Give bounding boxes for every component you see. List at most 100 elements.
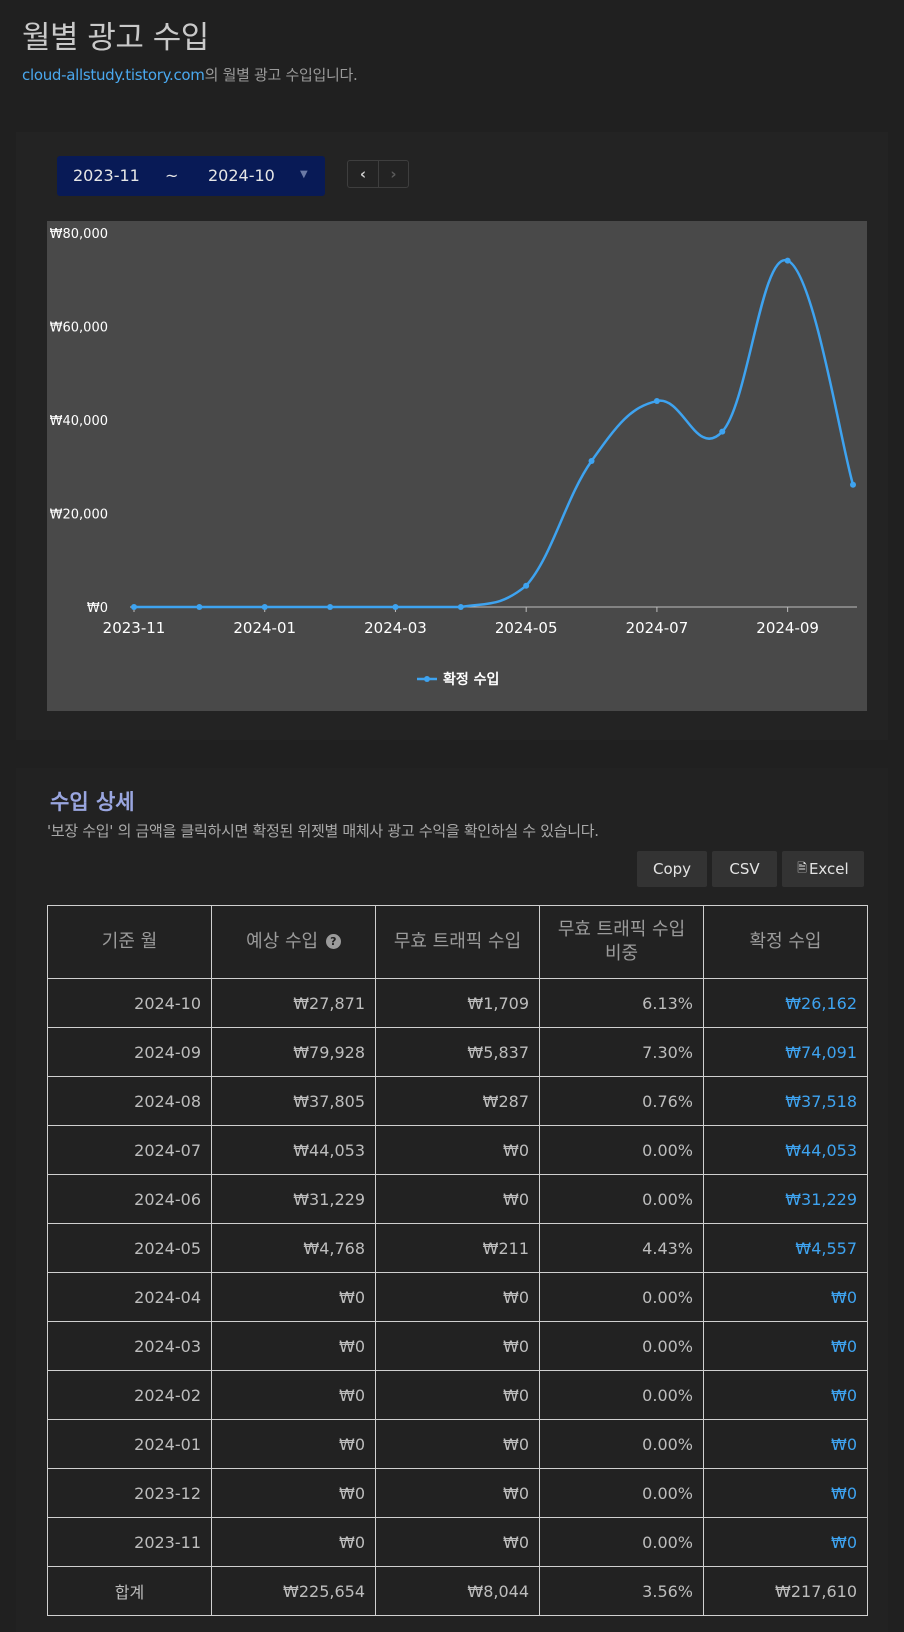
- cell-confirmed[interactable]: ₩4,557: [703, 1223, 868, 1273]
- x-tick-label: 2024-03: [364, 619, 427, 637]
- income-table: 기준 월 예상 수입 ? 무효 트래픽 수입 무효 트래픽 수입 비중 확정 수…: [47, 905, 868, 1616]
- data-point: [392, 604, 399, 610]
- cell-confirmed[interactable]: ₩31,229: [703, 1174, 868, 1224]
- cell-confirmed: ₩217,610: [703, 1566, 868, 1616]
- cell-month: 2024-07: [47, 1125, 212, 1175]
- series-line: [134, 259, 855, 609]
- cell-invalid-ratio: 0.00%: [539, 1174, 704, 1224]
- x-tick-label: 2024-07: [626, 619, 689, 637]
- x-tick-label: 2024-05: [495, 619, 558, 637]
- cell-confirmed[interactable]: ₩0: [703, 1321, 868, 1371]
- data-point: [850, 481, 856, 488]
- cell-confirmed[interactable]: ₩0: [703, 1370, 868, 1420]
- line-chart: ₩0 ₩20,000 ₩40,000 ₩60,000 ₩80,000 2023-11 202…: [50, 227, 857, 688]
- cell-invalid: ₩5,837: [375, 1027, 540, 1077]
- cell-expected: ₩0: [211, 1517, 376, 1567]
- excel-button-label: Excel: [808, 860, 849, 878]
- table-header-row: 기준 월 예상 수입 ? 무효 트래픽 수입 무효 트래픽 수입 비중 확정 수…: [47, 905, 868, 979]
- cell-confirmed[interactable]: ₩0: [703, 1517, 868, 1567]
- legend-label: 확정 수입: [443, 671, 499, 688]
- cell-confirmed[interactable]: ₩0: [703, 1272, 868, 1322]
- cell-expected: ₩79,928: [211, 1027, 376, 1077]
- cell-expected: ₩44,053: [211, 1125, 376, 1175]
- cell-month: 2023-11: [47, 1517, 212, 1567]
- cell-invalid: ₩0: [375, 1174, 540, 1224]
- cell-expected: ₩37,805: [211, 1076, 376, 1126]
- excel-file-icon: 🗎: [797, 860, 807, 875]
- question-icon[interactable]: ?: [325, 934, 341, 949]
- table-row: 2024-04 ₩0 ₩0 0.00% ₩0: [47, 1272, 868, 1322]
- cell-invalid: ₩0: [375, 1419, 540, 1469]
- data-point: [784, 257, 791, 264]
- data-point: [327, 604, 334, 610]
- col-confirmed: 확정 수입: [703, 905, 868, 979]
- detail-title: 수입 상세: [50, 790, 135, 814]
- cell-confirmed[interactable]: ₩74,091: [703, 1027, 868, 1077]
- cell-invalid-ratio: 0.00%: [539, 1517, 704, 1567]
- cell-confirmed[interactable]: ₩37,518: [703, 1076, 868, 1126]
- chevron-left-icon[interactable]: ‹: [359, 165, 367, 183]
- cell-invalid: ₩0: [375, 1272, 540, 1322]
- cell-invalid: ₩0: [375, 1125, 540, 1175]
- data-point: [457, 604, 464, 610]
- y-tick-label: ₩20,000: [50, 508, 108, 523]
- cell-confirmed[interactable]: ₩0: [703, 1468, 868, 1518]
- table-row: 2024-07 ₩44,053 ₩0 0.00% ₩44,053: [47, 1125, 868, 1175]
- page-subtitle: cloud-allstudy.tistory.com의 월별 광고 수입입니다.: [22, 64, 358, 85]
- col-invalid-ratio: 무효 트래픽 수입 비중: [539, 905, 704, 979]
- range-to: 2024-10: [208, 166, 275, 185]
- cell-month: 2024-10: [47, 978, 212, 1028]
- table-row: 2023-11 ₩0 ₩0 0.00% ₩0: [47, 1517, 868, 1567]
- caret-down-icon: ▼: [300, 169, 308, 180]
- subtitle-text: 의 월별 광고 수입입니다.: [204, 66, 358, 84]
- cell-invalid: ₩287: [375, 1076, 540, 1126]
- cell-invalid-ratio: 0.00%: [539, 1272, 704, 1322]
- cell-invalid-ratio: 6.13%: [539, 978, 704, 1028]
- col-expected-label: 예상 수입: [246, 931, 319, 952]
- chevron-right-icon[interactable]: ›: [378, 161, 408, 187]
- date-range-picker[interactable]: 2023-11 ~ 2024-10 ▼: [57, 156, 325, 196]
- cell-month: 2023-12: [47, 1468, 212, 1518]
- cell-confirmed[interactable]: ₩0: [703, 1419, 868, 1469]
- cell-month: 2024-06: [47, 1174, 212, 1224]
- cell-month: 2024-03: [47, 1321, 212, 1371]
- cell-expected: ₩0: [211, 1419, 376, 1469]
- site-link[interactable]: cloud-allstudy.tistory.com: [22, 66, 205, 84]
- cell-expected: ₩31,229: [211, 1174, 376, 1224]
- col-month: 기준 월: [47, 905, 212, 979]
- cell-invalid: ₩211: [375, 1223, 540, 1273]
- copy-button[interactable]: Copy: [637, 851, 707, 887]
- cell-confirmed[interactable]: ₩26,162: [703, 978, 868, 1028]
- table-row: 2024-10 ₩27,871 ₩1,709 6.13% ₩26,162: [47, 978, 868, 1028]
- table-row: 2024-09 ₩79,928 ₩5,837 7.30% ₩74,091: [47, 1027, 868, 1077]
- cell-expected: ₩225,654: [211, 1566, 376, 1616]
- table-body: 2024-10 ₩27,871 ₩1,709 6.13% ₩26,162 2024-09 ₩…: [47, 978, 868, 1616]
- data-point: [131, 604, 137, 610]
- x-tick-label: 2024-01: [233, 619, 296, 637]
- cell-invalid-ratio: 3.56%: [539, 1566, 704, 1616]
- csv-button[interactable]: CSV: [712, 851, 777, 887]
- cell-invalid: ₩0: [375, 1321, 540, 1371]
- x-tick-label: 2024-09: [756, 619, 819, 637]
- cell-month: 2024-08: [47, 1076, 212, 1126]
- cell-month: 2024-04: [47, 1272, 212, 1322]
- cell-invalid-ratio: 0.00%: [539, 1321, 704, 1371]
- col-invalid: 무효 트래픽 수입: [375, 905, 540, 979]
- excel-button[interactable]: 🗎 Excel: [782, 851, 864, 887]
- table-row: 2023-12 ₩0 ₩0 0.00% ₩0: [47, 1468, 868, 1518]
- cell-month: 2024-02: [47, 1370, 212, 1420]
- cell-expected: ₩0: [211, 1370, 376, 1420]
- table-row: 2024-06 ₩31,229 ₩0 0.00% ₩31,229: [47, 1174, 868, 1224]
- x-tick-label: 2023-11: [103, 619, 166, 637]
- cell-confirmed[interactable]: ₩44,053: [703, 1125, 868, 1175]
- y-tick-label: ₩80,000: [50, 227, 108, 242]
- table-row: 2024-01 ₩0 ₩0 0.00% ₩0: [47, 1419, 868, 1469]
- cell-invalid-ratio: 0.00%: [539, 1419, 704, 1469]
- data-point: [261, 604, 268, 610]
- table-row: 2024-03 ₩0 ₩0 0.00% ₩0: [47, 1321, 868, 1371]
- cell-invalid: ₩0: [375, 1468, 540, 1518]
- cell-invalid: ₩0: [375, 1517, 540, 1567]
- data-point: [653, 398, 660, 405]
- table-total-row: 합계 ₩225,654 ₩8,044 3.56% ₩217,610: [47, 1566, 868, 1616]
